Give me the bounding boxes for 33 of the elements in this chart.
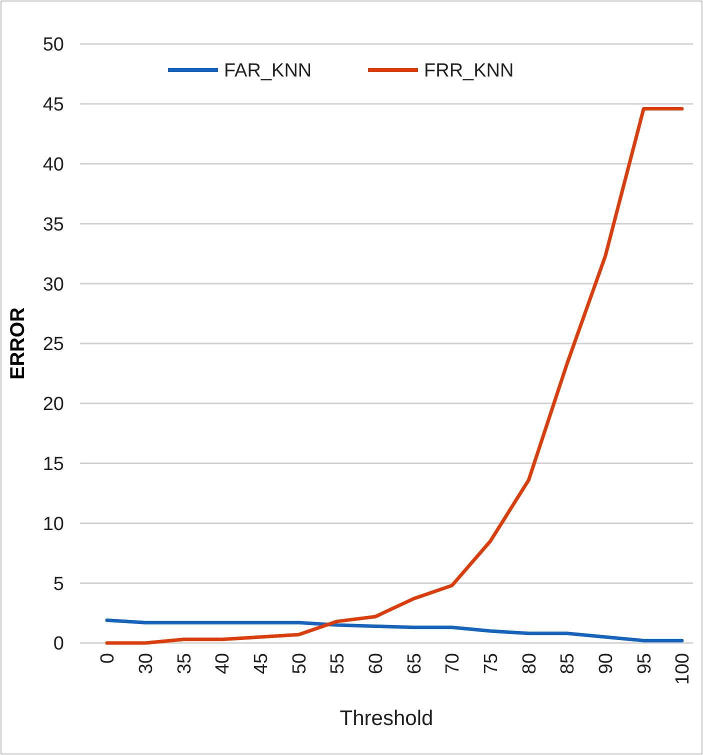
y-tick-label: 5 xyxy=(53,574,64,595)
x-tick-label: 55 xyxy=(328,653,349,674)
x-tick-label: 50 xyxy=(289,653,310,674)
x-axis-title: Threshold xyxy=(340,707,434,730)
x-tick-label: 35 xyxy=(174,653,196,674)
y-tick-label: 45 xyxy=(42,94,64,116)
y-tick-label: 40 xyxy=(42,154,64,176)
x-tick-label: 95 xyxy=(634,653,656,674)
x-tick-label: 70 xyxy=(442,653,464,674)
line-series xyxy=(105,106,684,645)
x-tick-label: 45 xyxy=(250,653,272,674)
legend-label: FAR_KNN xyxy=(224,60,312,82)
y-tick-label: 10 xyxy=(42,514,64,535)
y-tick-label: 50 xyxy=(42,34,64,56)
x-tick-label: 75 xyxy=(480,653,502,674)
x-tick-label: 60 xyxy=(366,653,387,674)
y-tick-label: 30 xyxy=(42,274,64,296)
x-tick-label: 30 xyxy=(136,653,157,674)
x-tick-label: 0 xyxy=(98,653,119,664)
x-tick-label: 40 xyxy=(212,653,234,674)
x-tick-label: 90 xyxy=(596,653,617,674)
y-tick-label: 35 xyxy=(42,214,64,236)
x-tick-label: 100 xyxy=(672,653,694,685)
x-tick-label: 80 xyxy=(519,653,540,674)
y-tick-label: 25 xyxy=(42,334,64,356)
y-axis-title: ERROR xyxy=(7,306,29,380)
y-tick-label: 20 xyxy=(42,394,64,416)
x-tick-label: 85 xyxy=(558,653,579,674)
y-tick-label: 0 xyxy=(53,634,64,655)
x-tick-label: 65 xyxy=(404,653,426,674)
line-series xyxy=(105,618,684,642)
y-tick-label: 15 xyxy=(42,454,64,475)
legend-label: FRR_KNN xyxy=(424,60,514,82)
